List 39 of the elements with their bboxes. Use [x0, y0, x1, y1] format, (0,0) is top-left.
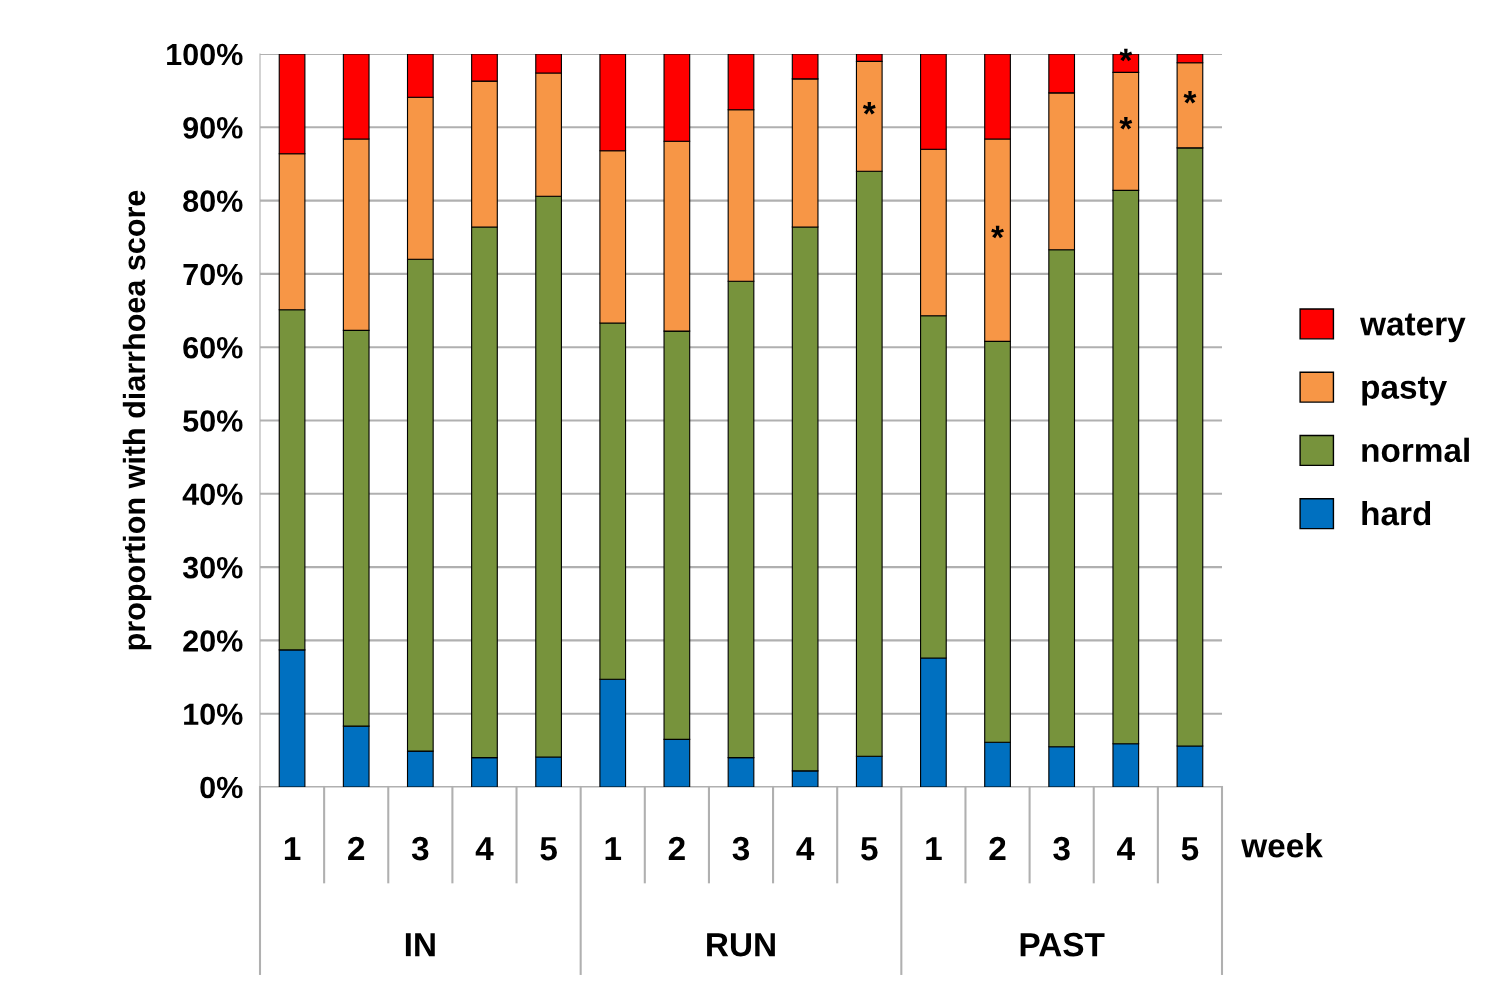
y-tick-label: 20%: [183, 630, 243, 652]
legend-label: normal: [1362, 437, 1469, 463]
data-label: *: [1183, 91, 1197, 104]
x-tick-label: 5: [540, 837, 557, 861]
y-tick-label: 100%: [167, 43, 243, 66]
x-tick-label: 3: [411, 836, 429, 861]
x-tick-label: 5: [1181, 837, 1199, 861]
x-tick-label: 1: [284, 837, 301, 861]
x-tick-label: 3: [1053, 836, 1070, 861]
text: IN: [405, 933, 435, 957]
y-tick-label: 40%: [182, 483, 243, 506]
x-tick-label: 2: [348, 836, 365, 861]
y-tick-label: 30%: [182, 556, 243, 579]
y-tick-label: 10%: [184, 703, 243, 726]
x-tick-label: 1: [605, 837, 622, 861]
y-tick-label: 90%: [183, 117, 243, 139]
text: PAST: [1020, 932, 1105, 957]
x-tick-label: 4: [1117, 837, 1135, 861]
x-tick-label: 4: [796, 837, 815, 861]
y-tick-label: 50%: [183, 410, 243, 432]
x-tick-label: 3: [732, 836, 750, 861]
x-tick-label: 2: [668, 836, 685, 861]
x-axis-title: week: [1241, 833, 1323, 858]
y-tick-label: 60%: [183, 336, 243, 359]
data-label: *: [862, 101, 876, 115]
x-tick-label: 2: [989, 836, 1006, 861]
legend-label: hard: [1362, 500, 1431, 526]
x-tick-label: 1: [926, 837, 942, 861]
legend-label: pasty: [1362, 376, 1447, 406]
y-tick-label: 0%: [200, 776, 243, 799]
y-axis-title: proportion with diarrhoea score: [122, 190, 152, 650]
x-tick-label: 4: [475, 837, 494, 861]
y-tick-label: 70%: [183, 263, 243, 286]
data-label: *: [1119, 117, 1133, 130]
legend-label: watery: [1360, 313, 1466, 343]
x-tick-label: 5: [861, 837, 878, 861]
text: RUN: [707, 933, 775, 957]
y-tick-label: 80%: [183, 190, 243, 212]
data-label: *: [991, 225, 1004, 239]
